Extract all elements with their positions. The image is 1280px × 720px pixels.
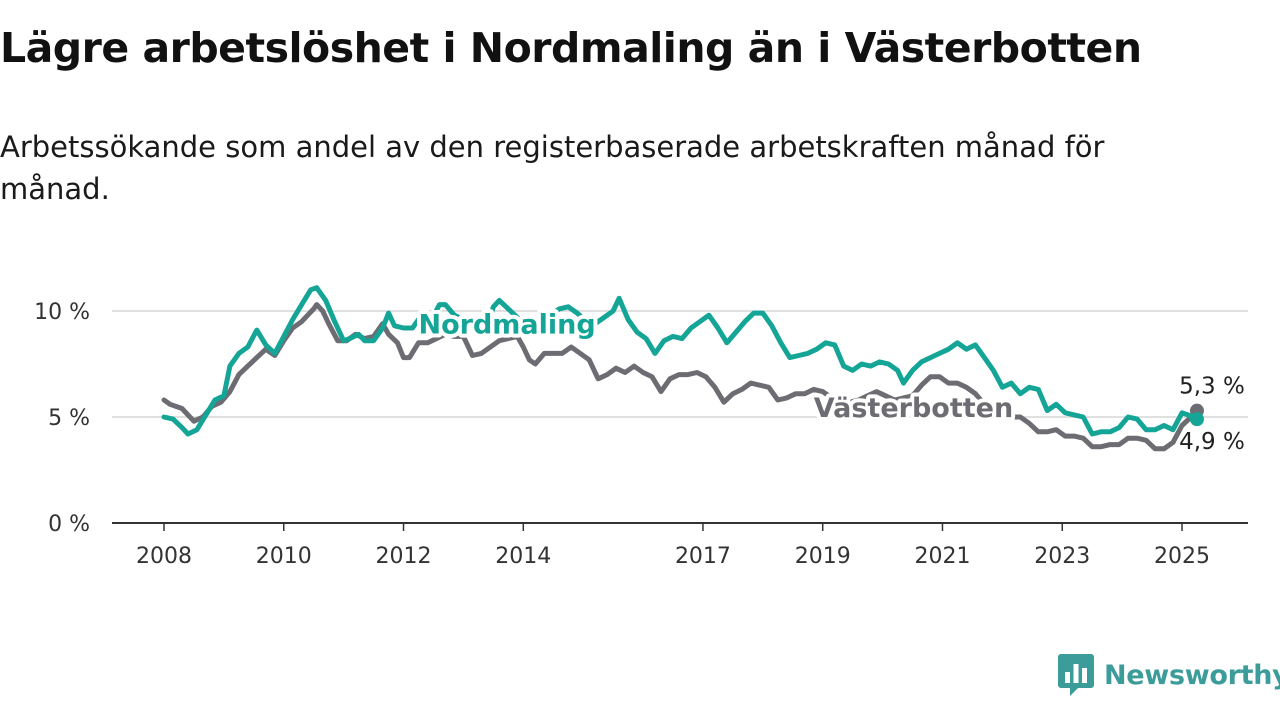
chart-subtitle: Arbetssökande som andel av den registerb… xyxy=(0,130,1105,206)
y-tick-label: 10 % xyxy=(34,300,90,325)
x-tick-label: 2014 xyxy=(495,544,551,569)
end-value-label-v-sterbotten: 5,3 % xyxy=(1179,374,1245,400)
series-lines xyxy=(161,285,1204,452)
x-tick-label: 2017 xyxy=(675,544,731,569)
x-tick-label: 2025 xyxy=(1154,544,1210,569)
series-line-nordmaling xyxy=(161,285,1200,437)
newsworthy-logo: Newsworthy xyxy=(1058,654,1280,696)
x-tick-label: 2019 xyxy=(795,544,851,569)
y-axis-labels: 0 % 5 % 10 % xyxy=(34,300,90,537)
x-axis: 2008 2010 2012 2014 2017 2019 2021 2023 2025 xyxy=(112,522,1248,569)
x-tick-label: 2023 xyxy=(1034,544,1090,569)
x-tick-label: 2021 xyxy=(914,544,970,569)
x-tick-label: 2012 xyxy=(376,544,432,569)
end-point-nordmaling xyxy=(1189,412,1204,427)
x-tick-label: 2010 xyxy=(256,544,312,569)
y-tick-label: 5 % xyxy=(48,406,90,431)
series-labels: Västerbotten Nordmaling 5,3 % 4,9 % xyxy=(415,305,1249,459)
grid-lines xyxy=(112,310,1248,418)
chart-title: Lägre arbetslöshet i Nordmaling än i Väs… xyxy=(0,24,1142,72)
series-line-v-sterbotten xyxy=(161,302,1200,452)
brand-name: Newsworthy xyxy=(1104,659,1280,691)
series-name-label-v-sterbotten: Västerbotten xyxy=(814,393,1013,424)
series-name-label-nordmaling: Nordmaling xyxy=(419,309,596,340)
newsworthy-logo-icon xyxy=(1058,654,1094,696)
x-tick-label: 2008 xyxy=(136,544,192,569)
end-value-label-nordmaling: 4,9 % xyxy=(1179,429,1245,455)
y-tick-label: 0 % xyxy=(48,512,90,537)
